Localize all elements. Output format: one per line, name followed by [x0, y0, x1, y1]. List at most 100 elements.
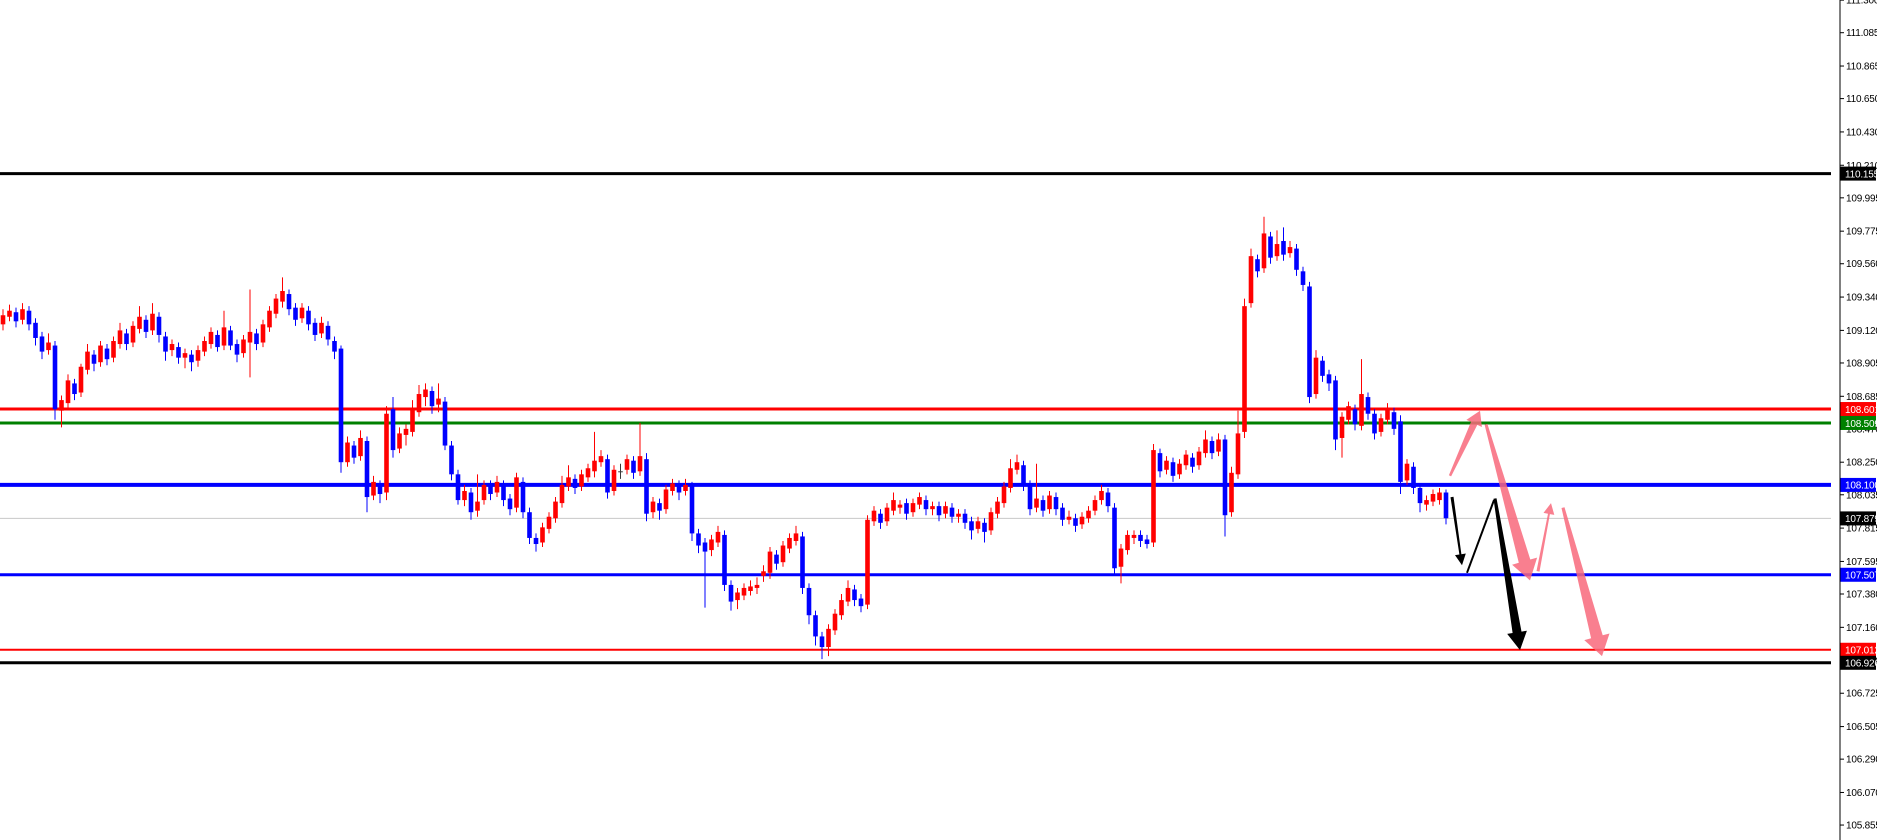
candle-body [429, 390, 435, 407]
candlestick-series [0, 216, 1449, 660]
candle-body [884, 507, 890, 522]
candle-body [1287, 247, 1293, 254]
candle-body [1268, 236, 1273, 258]
candle-body [1138, 534, 1143, 541]
candle-body [761, 571, 766, 576]
pink-arrow-up-1[interactable] [1448, 410, 1482, 477]
candle-body [1391, 412, 1397, 429]
y-axis-tick-label: 109.775 [1846, 227, 1877, 238]
candle-body [611, 469, 617, 491]
candle-body [1378, 418, 1384, 432]
candle-body [1229, 472, 1234, 513]
black-connector-up[interactable] [1466, 499, 1495, 574]
candle-body [286, 294, 292, 310]
candle-body [1073, 518, 1078, 526]
price-level-label-text: 108.509 [1845, 419, 1877, 430]
candle-body [33, 322, 38, 338]
price-level-label-box [1840, 402, 1876, 417]
candle-body [1086, 510, 1091, 519]
candle-body [65, 380, 71, 404]
y-axis-tick-label: 111.300 [1846, 0, 1877, 7]
candle-body [553, 501, 558, 519]
candle-body [780, 545, 786, 563]
candle-body [852, 589, 857, 601]
y-axis-tick-label: 108.905 [1846, 358, 1877, 369]
candle-body [208, 331, 214, 345]
candle-body [260, 324, 266, 343]
y-axis-tick-label: 107.815 [1846, 524, 1877, 535]
candle-body [670, 483, 675, 491]
candle-body [1294, 248, 1299, 270]
candle-body [943, 506, 948, 514]
candle-body [1430, 494, 1436, 502]
candle-body [7, 310, 12, 317]
y-axis-tick-label: 109.340 [1846, 293, 1877, 304]
candle-body [215, 334, 220, 348]
y-axis-tick-label: 109.560 [1846, 259, 1877, 270]
candle-body [624, 459, 630, 470]
candle-body [390, 409, 396, 451]
candle-body [403, 428, 409, 435]
pink-arrow-down-1[interactable] [1484, 423, 1538, 581]
candle-body [111, 341, 116, 358]
black-arrow-down-1[interactable] [1450, 496, 1466, 566]
price-level-label-box [1840, 511, 1876, 526]
candle-body [1248, 256, 1254, 304]
candle-body [774, 554, 779, 564]
candle-body [325, 325, 331, 340]
candle-body [202, 341, 207, 352]
candle-body [949, 507, 955, 517]
candle-body [1346, 406, 1351, 420]
candle-body [800, 536, 805, 588]
candle-body [637, 456, 643, 472]
pink-arrow-up-2[interactable] [1536, 503, 1555, 572]
y-axis-tick-label: 108.685 [1846, 392, 1877, 403]
candle-body [702, 542, 708, 552]
candle-body [501, 484, 506, 501]
candle-body [520, 481, 526, 513]
pink-arrow-down-2[interactable] [1561, 507, 1610, 657]
candle-body [364, 440, 370, 498]
y-axis-tick-label: 111.085 [1846, 28, 1877, 39]
price-level-label-text: 110.155 [1845, 169, 1877, 180]
candle-body [0, 315, 6, 325]
candle-body [1242, 306, 1247, 432]
candle-body [436, 398, 441, 405]
candle-body [475, 501, 480, 511]
candle-body [1216, 439, 1221, 452]
candle-body [1151, 450, 1156, 543]
candle-body [1398, 421, 1403, 482]
candle-body [169, 344, 175, 351]
black-arrow-down-2[interactable] [1493, 498, 1527, 651]
price-level-label-108.509: 108.509 [1840, 415, 1877, 430]
y-axis-tick-label: 106.505 [1846, 722, 1877, 733]
candle-body [585, 468, 591, 478]
candle-body [163, 336, 168, 352]
candle-body [1183, 454, 1189, 466]
candle-body [1404, 463, 1410, 481]
candle-body [1066, 516, 1072, 520]
price-level-label-108.601: 108.601 [1840, 402, 1877, 417]
y-axis-tick-label: 106.070 [1846, 788, 1877, 799]
candle-body [1040, 500, 1046, 511]
candle-body [1326, 374, 1332, 384]
candle-body [572, 478, 578, 488]
candle-body [312, 322, 318, 335]
candle-body [221, 327, 227, 346]
price-level-label-107.879: 107.879 [1840, 511, 1877, 526]
candle-body [416, 394, 422, 413]
candle-body [618, 471, 623, 473]
candle-body [195, 350, 201, 361]
candle-body [234, 344, 240, 355]
candle-body [150, 313, 155, 331]
candle-body [1027, 484, 1033, 510]
candle-body [839, 600, 844, 616]
candle-body [228, 330, 233, 346]
candle-body [455, 474, 461, 501]
candle-body [1281, 241, 1286, 255]
y-axis-tick-label: 109.120 [1846, 326, 1877, 337]
candle-body [858, 598, 864, 607]
candle-body [1359, 394, 1364, 426]
